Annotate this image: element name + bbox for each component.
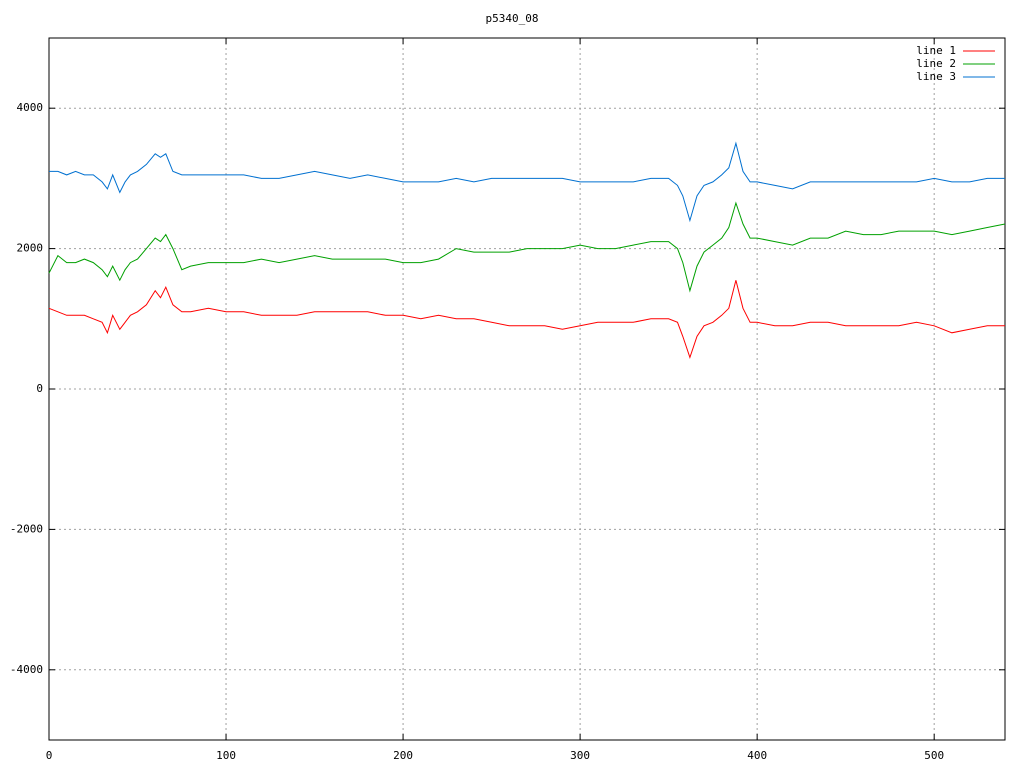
x-tick-label: 300: [570, 749, 590, 762]
legend-label: line 1: [916, 44, 956, 57]
y-tick-label: -4000: [10, 663, 43, 676]
y-tick-label: 2000: [17, 242, 44, 255]
legend-label: line 2: [916, 57, 956, 70]
x-tick-label: 200: [393, 749, 413, 762]
data-line: [48, 280, 1005, 359]
x-tick-label: 500: [924, 749, 944, 762]
legend-label: line 3: [916, 70, 956, 83]
data-line: [49, 141, 1005, 223]
x-tick-label: 0: [46, 749, 53, 762]
chart-title: p5340_08: [486, 12, 539, 25]
y-tick-label: -2000: [10, 522, 43, 535]
x-tick-label: 100: [216, 749, 236, 762]
data-line: [48, 201, 1006, 293]
x-tick-label: 400: [747, 749, 767, 762]
plot-border: [48, 37, 1006, 741]
y-tick-label: 0: [36, 382, 43, 395]
y-tick-label: 4000: [17, 101, 44, 114]
